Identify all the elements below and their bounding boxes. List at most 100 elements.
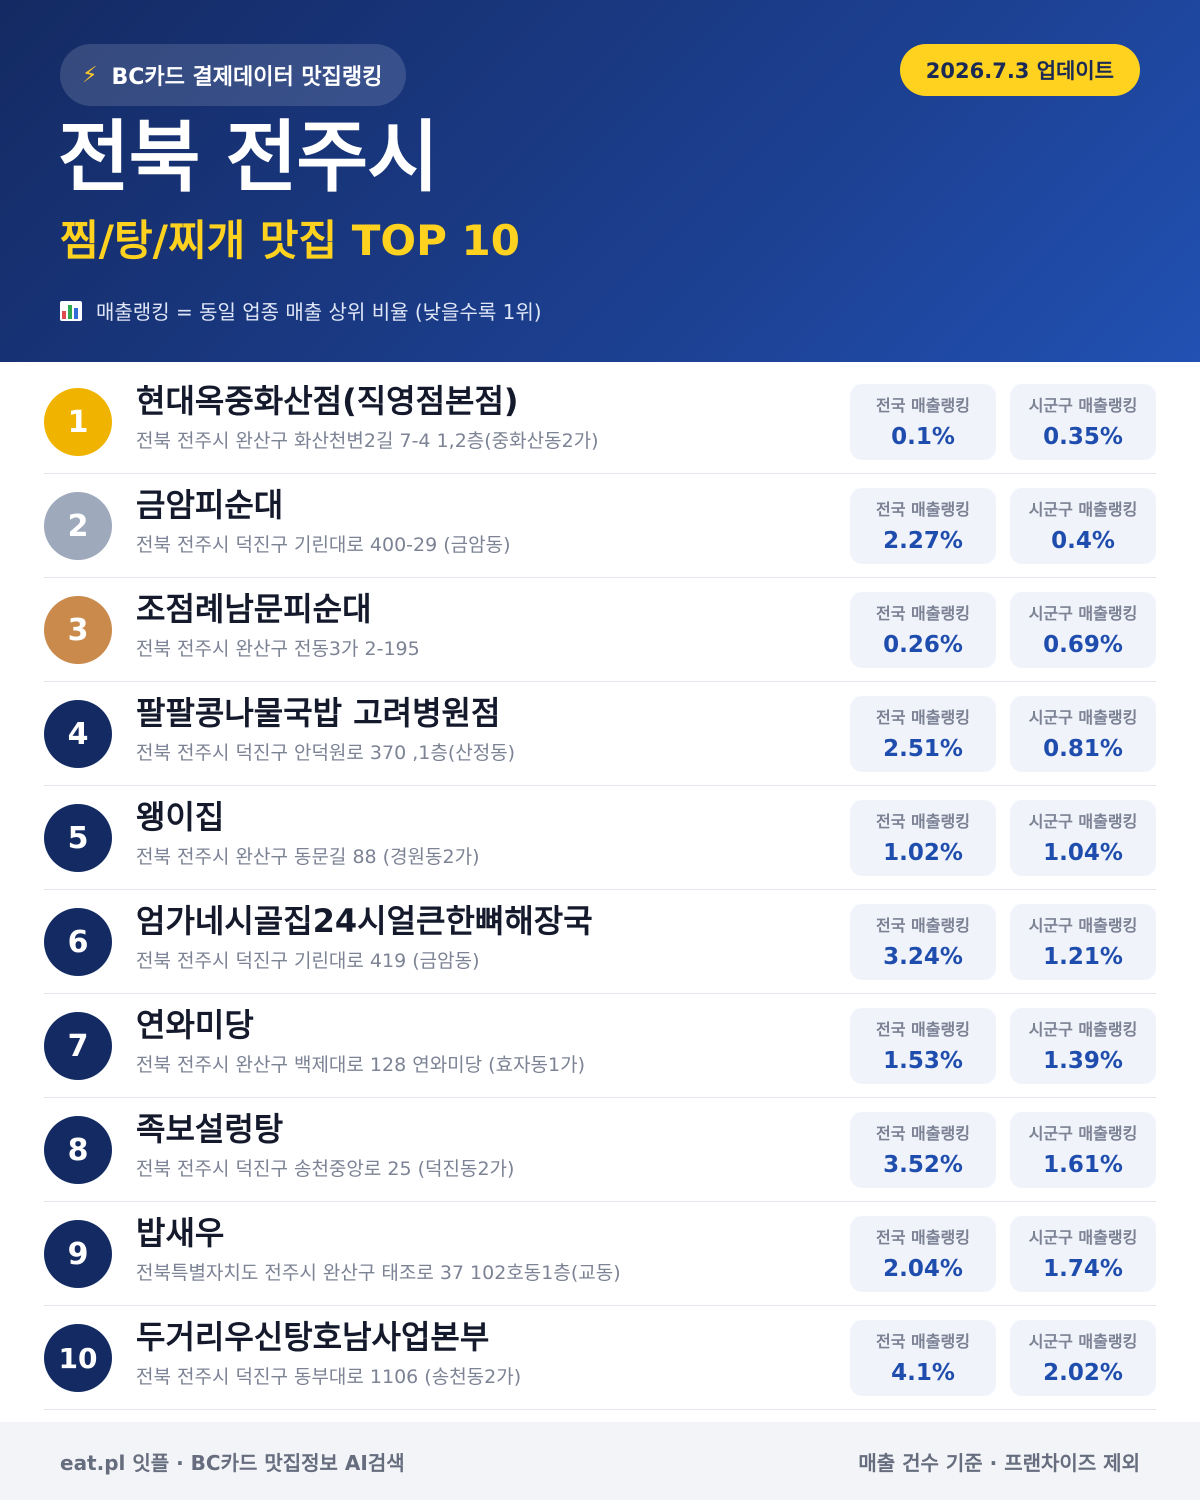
- local-rank-label: 시군구 매출랭킹: [1028, 812, 1138, 831]
- local-rank-box: 시군구 매출랭킹 1.21%: [1010, 904, 1156, 980]
- rank-badge: 10: [44, 1324, 112, 1392]
- local-rank-value: 1.61%: [1043, 1152, 1123, 1178]
- rank-badge: 3: [44, 596, 112, 664]
- national-rank-value: 3.24%: [883, 944, 963, 970]
- rank-badge: 2: [44, 492, 112, 560]
- rank-badge: 9: [44, 1220, 112, 1288]
- local-rank-label: 시군구 매출랭킹: [1028, 708, 1138, 727]
- local-rank-label: 시군구 매출랭킹: [1028, 1020, 1138, 1039]
- store-address: 전북 전주시 완산구 전동3가 2-195: [136, 638, 420, 660]
- store-address: 전북 전주시 완산구 화산천변2길 7-4 1,2층(중화산동2가): [136, 430, 599, 452]
- region-title: 전북 전주시: [58, 113, 439, 203]
- category-title: 찜/탕/찌개 맛집 TOP 10: [60, 216, 520, 265]
- local-rank-box: 시군구 매출랭킹 0.81%: [1010, 696, 1156, 772]
- national-rank-box: 전국 매출랭킹 1.02%: [850, 800, 996, 876]
- store-address: 전북 전주시 완산구 동문길 88 (경원동2가): [136, 846, 480, 868]
- national-rank-value: 2.27%: [883, 528, 963, 554]
- store-name[interactable]: 왱이집: [136, 798, 225, 836]
- rank-badge: 4: [44, 700, 112, 768]
- rank-badge: 1: [44, 388, 112, 456]
- national-rank-value: 0.26%: [883, 632, 963, 658]
- national-rank-box: 전국 매출랭킹 0.26%: [850, 592, 996, 668]
- national-rank-box: 전국 매출랭킹 3.24%: [850, 904, 996, 980]
- source-pill: ⚡ BC카드 결제데이터 맛집랭킹: [60, 44, 407, 106]
- national-rank-box: 전국 매출랭킹 2.04%: [850, 1216, 996, 1292]
- national-rank-label: 전국 매출랭킹: [876, 812, 970, 831]
- local-rank-value: 1.39%: [1043, 1048, 1123, 1074]
- local-rank-value: 1.74%: [1043, 1256, 1123, 1282]
- local-rank-box: 시군구 매출랭킹 1.74%: [1010, 1216, 1156, 1292]
- national-rank-value: 0.1%: [891, 424, 955, 450]
- legend-text: 매출랭킹 = 동일 업종 매출 상위 비율 (낮을수록 1위): [96, 300, 542, 324]
- rank-badge: 5: [44, 804, 112, 872]
- ranking-row[interactable]: 8 족보설렁탕 전북 전주시 덕진구 송천중앙로 25 (덕진동2가) 전국 매출랭킹…: [44, 1098, 1156, 1202]
- national-rank-box: 전국 매출랭킹 1.53%: [850, 1008, 996, 1084]
- national-rank-box: 전국 매출랭킹 3.52%: [850, 1112, 996, 1188]
- national-rank-label: 전국 매출랭킹: [876, 604, 970, 623]
- rank-badge: 8: [44, 1116, 112, 1184]
- ranking-row[interactable]: 2 금암피순대 전북 전주시 덕진구 기린대로 400-29 (금암동) 전국 매출랭…: [44, 474, 1156, 578]
- footer: eat.pl 잇플 · BC카드 맛집정보 AI검색 매출 건수 기준 · 프랜…: [0, 1422, 1200, 1500]
- national-rank-box: 전국 매출랭킹 0.1%: [850, 384, 996, 460]
- national-rank-label: 전국 매출랭킹: [876, 708, 970, 727]
- store-name[interactable]: 족보설렁탕: [136, 1110, 284, 1148]
- ranking-legend: 매출랭킹 = 동일 업종 매출 상위 비율 (낮을수록 1위): [60, 296, 542, 325]
- local-rank-label: 시군구 매출랭킹: [1028, 916, 1138, 935]
- store-name[interactable]: 조점례남문피순대: [136, 590, 372, 628]
- national-rank-value: 4.1%: [891, 1360, 955, 1386]
- store-address: 전북 전주시 덕진구 안덕원로 370 ,1층(산정동): [136, 742, 516, 764]
- footer-note: 매출 건수 기준 · 프랜차이즈 제외: [858, 1450, 1140, 1475]
- national-rank-label: 전국 매출랭킹: [876, 916, 970, 935]
- local-rank-label: 시군구 매출랭킹: [1028, 1124, 1138, 1143]
- local-rank-label: 시군구 매출랭킹: [1028, 1228, 1138, 1247]
- local-rank-box: 시군구 매출랭킹 2.02%: [1010, 1320, 1156, 1396]
- local-rank-box: 시군구 매출랭킹 0.4%: [1010, 488, 1156, 564]
- ranking-row[interactable]: 1 현대옥중화산점(직영점본점) 전북 전주시 완산구 화산천변2길 7-4 1,2…: [44, 370, 1156, 474]
- local-rank-value: 0.4%: [1051, 528, 1115, 554]
- national-rank-box: 전국 매출랭킹 4.1%: [850, 1320, 996, 1396]
- national-rank-value: 2.04%: [883, 1256, 963, 1282]
- ranking-list: 1 현대옥중화산점(직영점본점) 전북 전주시 완산구 화산천변2길 7-4 1,2…: [44, 370, 1156, 1410]
- store-name[interactable]: 팔팔콩나물국밥 고려병원점: [136, 694, 501, 732]
- store-name[interactable]: 밥새우: [136, 1214, 225, 1252]
- local-rank-box: 시군구 매출랭킹 1.61%: [1010, 1112, 1156, 1188]
- national-rank-label: 전국 매출랭킹: [876, 1124, 970, 1143]
- local-rank-value: 0.69%: [1043, 632, 1123, 658]
- national-rank-value: 1.02%: [883, 840, 963, 866]
- local-rank-box: 시군구 매출랭킹 0.69%: [1010, 592, 1156, 668]
- national-rank-label: 전국 매출랭킹: [876, 1332, 970, 1351]
- national-rank-label: 전국 매출랭킹: [876, 396, 970, 415]
- store-name[interactable]: 현대옥중화산점(직영점본점): [136, 382, 519, 420]
- local-rank-value: 2.02%: [1043, 1360, 1123, 1386]
- local-rank-value: 1.04%: [1043, 840, 1123, 866]
- national-rank-label: 전국 매출랭킹: [876, 500, 970, 519]
- local-rank-label: 시군구 매출랭킹: [1028, 500, 1138, 519]
- lightning-bolt-icon: ⚡: [82, 62, 98, 88]
- store-name[interactable]: 엄가네시골집24시얼큰한뼈해장국: [136, 902, 593, 940]
- national-rank-label: 전국 매출랭킹: [876, 1020, 970, 1039]
- national-rank-box: 전국 매출랭킹 2.27%: [850, 488, 996, 564]
- local-rank-value: 0.81%: [1043, 736, 1123, 762]
- local-rank-box: 시군구 매출랭킹 1.04%: [1010, 800, 1156, 876]
- store-address: 전북 전주시 완산구 백제대로 128 연와미당 (효자동1가): [136, 1054, 586, 1076]
- rank-badge: 7: [44, 1012, 112, 1080]
- local-rank-value: 1.21%: [1043, 944, 1123, 970]
- national-rank-box: 전국 매출랭킹 2.51%: [850, 696, 996, 772]
- ranking-row[interactable]: 9 밥새우 전북특별자치도 전주시 완산구 태조로 37 102호동1층(교동) 전국…: [44, 1202, 1156, 1306]
- ranking-row[interactable]: 6 엄가네시골집24시얼큰한뼈해장국 전북 전주시 덕진구 기린대로 419 (금암…: [44, 890, 1156, 994]
- footer-source: eat.pl 잇플 · BC카드 맛집정보 AI검색: [60, 1450, 405, 1475]
- national-rank-value: 1.53%: [883, 1048, 963, 1074]
- national-rank-value: 3.52%: [883, 1152, 963, 1178]
- store-address: 전북 전주시 덕진구 동부대로 1106 (송천동2가): [136, 1366, 522, 1388]
- local-rank-box: 시군구 매출랭킹 1.39%: [1010, 1008, 1156, 1084]
- store-name[interactable]: 두거리우신탕호남사업본부: [136, 1318, 490, 1356]
- store-name[interactable]: 연와미당: [136, 1006, 254, 1044]
- store-name[interactable]: 금암피순대: [136, 486, 284, 524]
- source-label: BC카드 결제데이터 맛집랭킹: [111, 65, 383, 90]
- local-rank-label: 시군구 매출랭킹: [1028, 396, 1138, 415]
